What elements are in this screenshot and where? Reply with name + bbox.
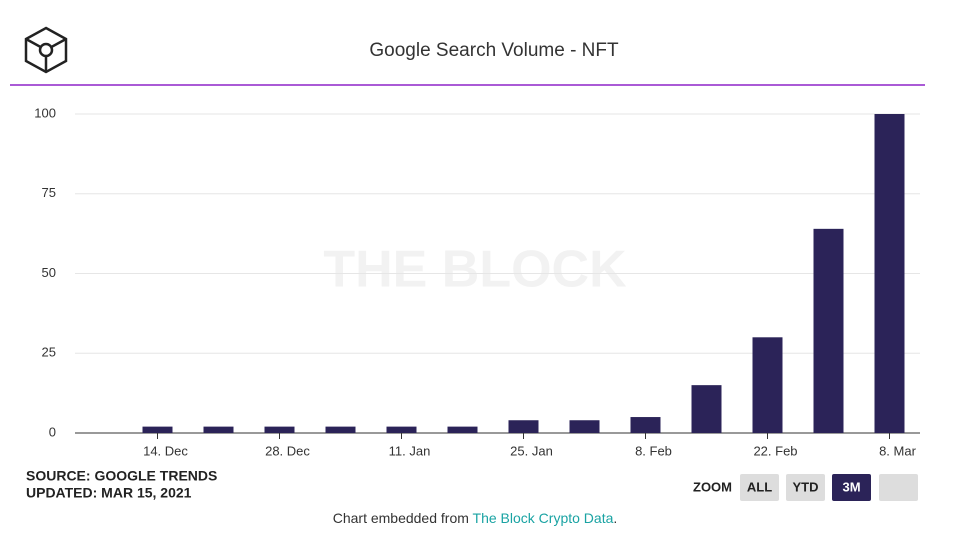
bar [264, 426, 295, 433]
x-tick-label: 11. Jan [389, 443, 431, 458]
y-tick-label: 25 [42, 345, 56, 360]
bar [508, 420, 539, 433]
footer-text: Chart embedded from [333, 510, 469, 526]
logo [24, 26, 68, 74]
bar [203, 426, 234, 433]
bar [569, 420, 600, 433]
updated: UPDATED: MAR 15, 2021 [26, 485, 192, 501]
zoom-button-label: ALL [747, 479, 772, 494]
bar [630, 417, 661, 433]
footer-link[interactable]: The Block Crypto Data [473, 510, 614, 526]
zoom-button[interactable] [832, 474, 871, 501]
zoom-button[interactable] [740, 474, 779, 501]
zoom-button[interactable] [786, 474, 825, 501]
zoom-button[interactable] [879, 474, 918, 501]
x-tick-label: 8. Mar [879, 443, 917, 458]
x-tick-label: 14. Dec [143, 443, 188, 458]
bar [142, 426, 173, 433]
bar [386, 426, 417, 433]
bar [752, 337, 783, 433]
watermark: THE BLOCK [323, 241, 627, 299]
source: SOURCE: GOOGLE TRENDS [26, 468, 217, 484]
y-tick-label: 75 [42, 185, 56, 200]
footer: Chart embedded from The Block Crypto Dat… [333, 510, 618, 526]
footer-end: . [613, 510, 617, 526]
bar [325, 426, 356, 433]
bar [691, 385, 722, 433]
bar [813, 228, 844, 433]
zoom-button-label: YTD [793, 479, 819, 494]
chart-title: Google Search Volume - NFT [369, 40, 619, 61]
y-tick-label: 100 [34, 105, 56, 120]
bar [874, 114, 905, 433]
y-tick-label: 0 [49, 424, 56, 439]
zoom-label: ZOOM [693, 479, 732, 494]
zoom-button-label: 3M [842, 479, 860, 494]
x-tick-label: 28. Dec [265, 443, 310, 458]
x-tick-label: 25. Jan [510, 443, 553, 458]
x-tick-label: 8. Feb [635, 443, 672, 458]
y-tick-label: 50 [42, 265, 56, 280]
bar [447, 426, 478, 433]
x-tick-label: 22. Feb [753, 443, 797, 458]
